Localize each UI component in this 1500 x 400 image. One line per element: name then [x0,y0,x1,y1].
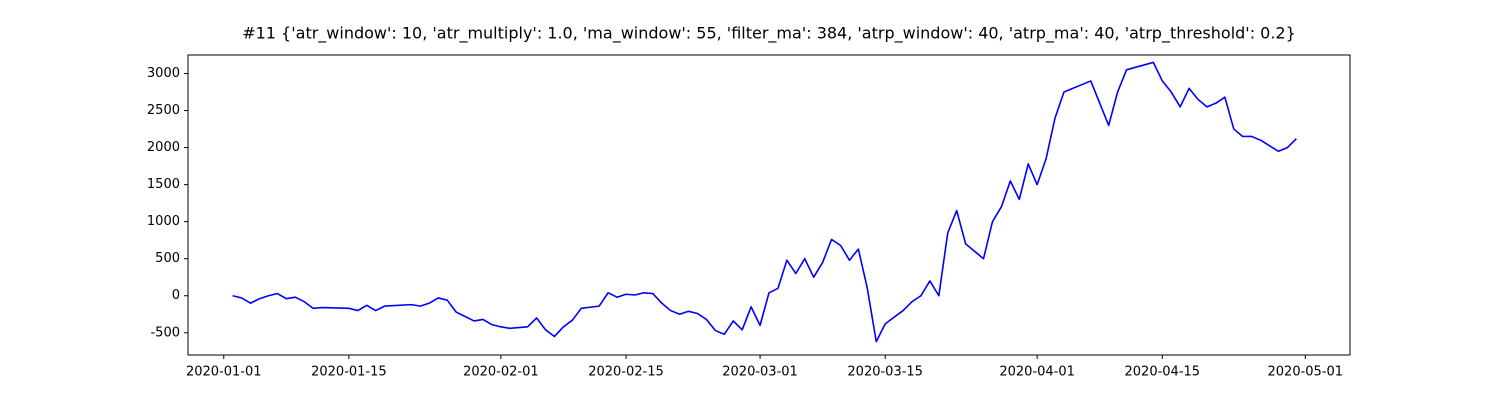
y-tick-label: 3000 [147,66,180,81]
x-tick-label: 2020-01-15 [311,365,387,380]
x-tick-label: 2020-05-01 [1268,365,1344,380]
plot-frame [187,54,1351,356]
y-tick-label: 1500 [147,177,180,192]
x-tick-label: 2020-02-01 [463,365,539,380]
data-line [232,61,1297,343]
y-tick-label: -500 [150,325,180,340]
y-tick-label: 1000 [147,214,180,229]
x-tick-label: 2020-01-01 [186,365,262,380]
x-tick-label: 2020-04-01 [999,365,1075,380]
x-tick-label: 2020-04-15 [1125,365,1201,380]
y-tick-label: 0 [172,288,180,303]
y-tick-label: 500 [155,251,180,266]
x-tick-label: 2020-02-15 [588,365,664,380]
y-tick-label: 2500 [147,103,180,118]
chart-title: #11 {'atr_window': 10, 'atr_multiply': 1… [242,24,1296,44]
x-tick-label: 2020-03-15 [847,365,923,380]
x-tick-label: 2020-03-01 [722,365,798,380]
y-tick-label: 2000 [147,140,180,155]
